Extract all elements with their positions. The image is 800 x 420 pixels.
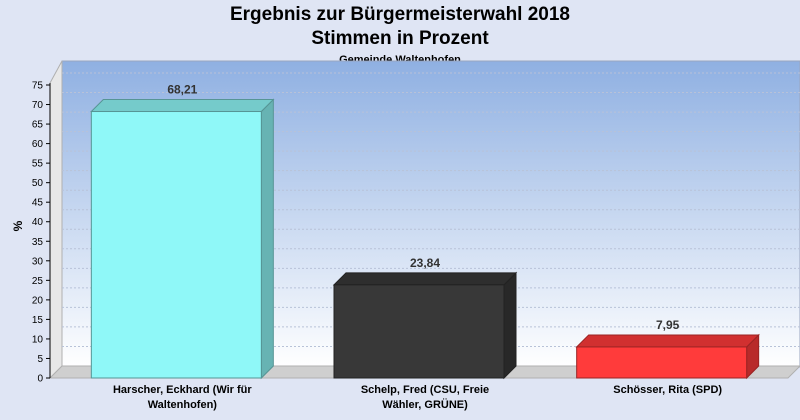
- x-tick-label: Schelp, Fred (CSU, Freie: [361, 384, 489, 396]
- data-label: 68,21: [167, 83, 197, 97]
- y-axis-label: %: [11, 220, 25, 231]
- y-tick-label: 15: [32, 315, 44, 326]
- y-tick-label: 50: [32, 178, 44, 189]
- chart-subtitle: Stimmen in Prozent: [311, 28, 489, 49]
- y-tick-label: 40: [32, 217, 44, 228]
- y-tick-label: 45: [32, 198, 44, 209]
- data-label: 23,84: [410, 256, 440, 270]
- plot-left-wall: [49, 60, 63, 380]
- x-tick-label: Wähler, GRÜNE): [382, 398, 468, 411]
- y-tick-label: 25: [32, 276, 44, 287]
- chart-title: Ergebnis zur Bürgermeisterwahl 2018: [229, 4, 570, 25]
- bar: [90, 111, 262, 379]
- y-tick-label: 5: [37, 354, 43, 365]
- y-tick-label: 75: [32, 81, 44, 92]
- y-tick-label: 20: [32, 295, 44, 306]
- data-label: 7,95: [656, 318, 680, 332]
- y-tick-label: 30: [32, 256, 44, 267]
- x-tick-label: Schösser, Rita (SPD): [613, 384, 722, 396]
- y-tick-label: 35: [32, 237, 44, 248]
- y-tick-label: 55: [32, 159, 44, 170]
- bar-side: [503, 271, 517, 380]
- bar-side: [260, 98, 274, 380]
- y-tick-label: 0: [37, 374, 43, 385]
- bar: [576, 346, 748, 379]
- bar-top: [332, 272, 518, 286]
- y-tick-label: 60: [32, 139, 44, 150]
- x-tick-label: Waltenhofen): [148, 399, 218, 411]
- bar-top: [575, 334, 760, 348]
- y-tick-label: 65: [32, 120, 44, 131]
- y-tick-label: 70: [32, 100, 44, 111]
- x-tick-label: Harscher, Eckhard (Wir für: [113, 384, 252, 396]
- bar-top: [90, 99, 275, 113]
- bar: [333, 284, 505, 379]
- y-tick-label: 10: [32, 334, 44, 345]
